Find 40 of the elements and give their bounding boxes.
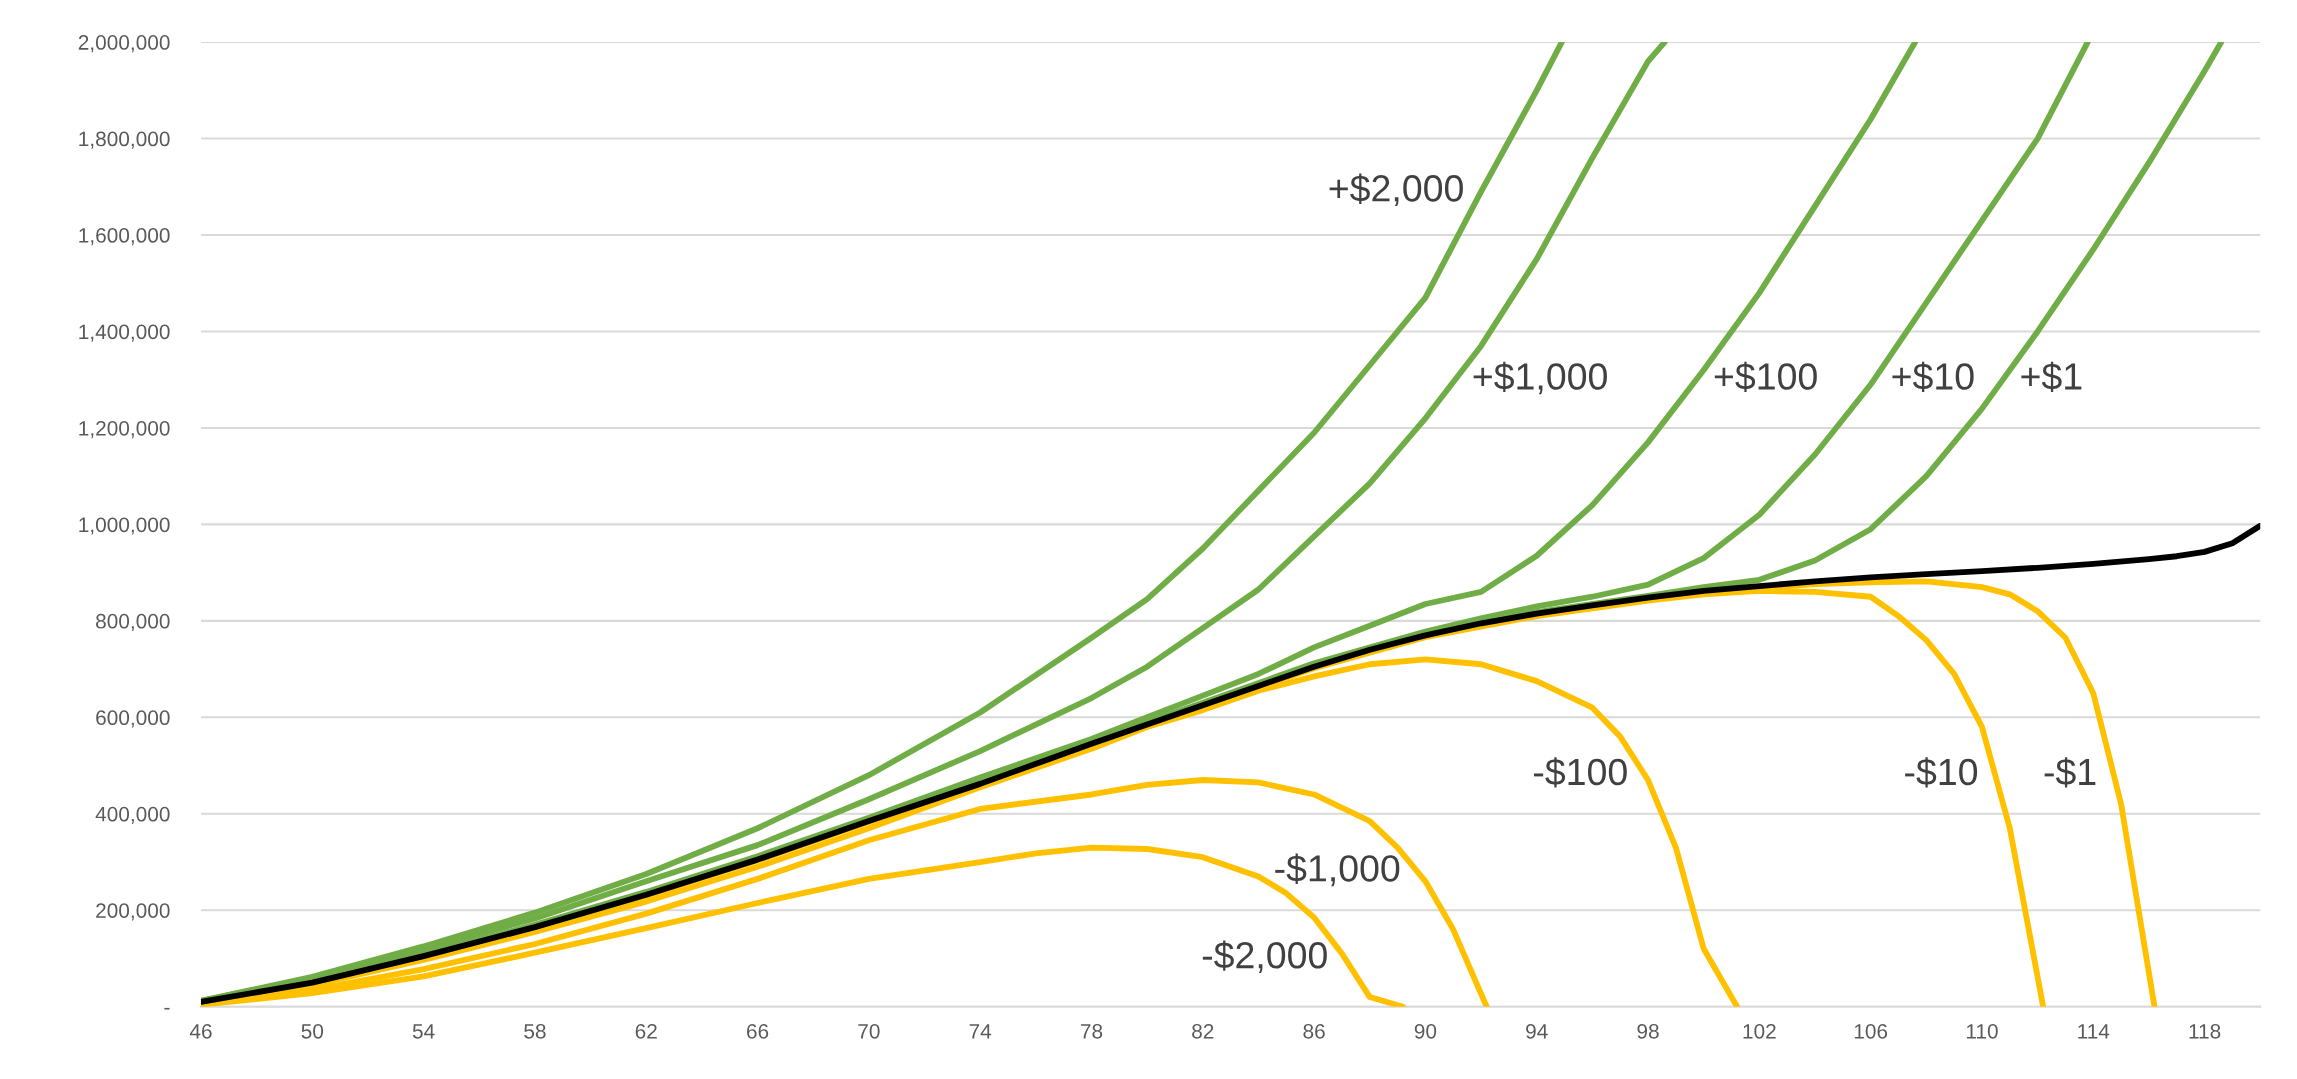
series-label: +$1,000 (1473, 361, 1607, 395)
x-tick-label: 78 (1080, 1023, 1103, 1039)
y-tick-label: 1,400,000 (79, 324, 170, 342)
x-tick-label: 46 (189, 1023, 212, 1039)
x-tick-label: 94 (1526, 1023, 1548, 1039)
series-label: -$100 (1534, 757, 1627, 788)
y-tick-label: 800,000 (96, 613, 170, 632)
y-tick-label: 400,000 (95, 806, 170, 824)
series-label: +$2,000 (1329, 173, 1463, 207)
x-tick-label: 82 (1192, 1023, 1214, 1039)
x-tick-label: 106 (1854, 1023, 1888, 1039)
y-tick-label: 1,200,000 (79, 420, 170, 439)
series-label: -$1 (2044, 757, 2096, 788)
y-tick-label: 2,000,000 (78, 35, 170, 53)
x-tick-label: 98 (1637, 1023, 1659, 1039)
series-label: -$1,000 (1275, 853, 1400, 887)
x-tick-label: 102 (1743, 1023, 1776, 1039)
x-tick-label: 62 (635, 1023, 657, 1039)
y-tick-label: 600,000 (96, 710, 170, 728)
series-label: -$2,000 (1202, 940, 1327, 973)
x-tick-label: 86 (1303, 1023, 1325, 1039)
x-tick-label: 50 (301, 1023, 324, 1039)
series-label: -$10 (1905, 757, 1978, 788)
y-tick-label: 1,800,000 (79, 131, 170, 149)
x-tick-label: 66 (747, 1023, 769, 1039)
x-tick-label: 54 (412, 1024, 435, 1039)
series-label: +$10 (1892, 361, 1974, 392)
x-tick-label: 114 (2078, 1024, 2110, 1039)
x-tick-label: 70 (858, 1023, 880, 1039)
y-tick-label: 1,000,000 (79, 517, 170, 535)
series-label: +$100 (1714, 361, 1817, 392)
y-tick-label: 1,600,000 (79, 228, 170, 246)
y-tick-label: - (164, 1007, 170, 1010)
y-tick-label: 200,000 (96, 903, 170, 921)
x-tick-label: 110 (1966, 1023, 1998, 1039)
x-tick-label: 74 (969, 1024, 992, 1039)
series-label: +$1 (2021, 361, 2082, 392)
x-tick-label: 58 (524, 1023, 546, 1039)
x-tick-label: 90 (1414, 1023, 1437, 1039)
x-tick-label: 118 (2189, 1023, 2221, 1039)
